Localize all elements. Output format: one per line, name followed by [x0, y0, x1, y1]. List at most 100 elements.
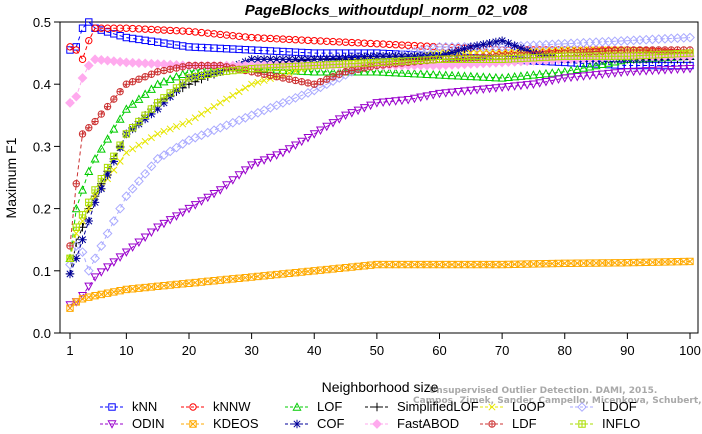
data-point-odin: [510, 82, 520, 91]
data-point-lof: [522, 70, 532, 80]
data-point-odin: [159, 219, 169, 229]
data-point-inflo: [222, 67, 231, 75]
data-point-loop: [191, 114, 199, 122]
data-point-cof: [522, 46, 532, 55]
data-point-kdeos: [247, 273, 256, 281]
data-point-cof: [378, 52, 388, 61]
data-point-knn: [85, 18, 93, 26]
data-point-lof: [428, 69, 438, 79]
data-point-ldof: [115, 203, 126, 214]
legend-item-ldf: LDF: [480, 416, 537, 431]
data-point-odin: [384, 97, 394, 107]
data-point-ldf: [260, 70, 268, 78]
data-point-odin: [215, 186, 225, 195]
legend-item-fastabod: FastABOD: [365, 416, 459, 431]
data-point-kdeos: [191, 278, 199, 287]
data-point-lof: [322, 67, 332, 76]
series-line-loop: [69, 49, 691, 259]
data-point-kdeos: [573, 259, 581, 267]
legend-marker: [292, 419, 302, 429]
data-point-inflo: [229, 66, 237, 75]
data-point-lof: [447, 70, 457, 80]
data-point-loop: [285, 69, 293, 77]
data-point-odin: [466, 86, 476, 96]
data-point-lof: [103, 134, 113, 143]
data-point-ldf: [110, 95, 118, 103]
data-point-odin: [290, 141, 300, 150]
data-point-odin: [472, 86, 482, 95]
data-point-kdeos: [391, 260, 400, 269]
data-point-cof: [516, 43, 526, 53]
data-point-odin: [604, 69, 614, 79]
data-point-odin: [491, 84, 501, 93]
legend: kNN kNNW LOF SimplifiedLOF LoOP LDOF ODIN KDEOS…: [100, 399, 640, 431]
data-point-inflo: [179, 79, 187, 87]
data-point-cof: [454, 46, 463, 55]
data-point-odin: [128, 243, 138, 252]
data-point-cof: [65, 269, 75, 279]
data-point-ldf: [103, 102, 112, 111]
data-point-fastabod: [140, 58, 151, 69]
data-point-kdeos: [128, 285, 137, 293]
data-point-ldf: [291, 76, 300, 85]
data-point-kdeos: [241, 273, 250, 282]
data-point-odin: [228, 176, 238, 185]
data-point-lof: [391, 67, 401, 77]
x-tick-label: 10: [119, 343, 133, 358]
data-point-lof: [153, 79, 163, 88]
data-point-cof: [447, 48, 457, 57]
data-point-odin: [347, 109, 357, 118]
data-point-inflo: [135, 117, 143, 126]
legend-item-kdeos: KDEOS: [181, 416, 259, 431]
data-point-cof: [297, 55, 306, 64]
data-point-cof: [109, 157, 119, 166]
legend-label: INFLO: [602, 416, 640, 431]
data-point-lof: [121, 104, 131, 113]
data-point-ldof: [685, 32, 695, 43]
data-point-odin: [328, 119, 338, 128]
data-point-kdeos: [254, 272, 262, 281]
data-point-ldf: [197, 61, 206, 70]
data-point-knn: [78, 24, 87, 32]
data-point-kdeos: [329, 265, 337, 273]
data-point-cof: [147, 109, 156, 119]
series-layer: [65, 18, 695, 312]
data-point-odin: [679, 65, 689, 74]
data-point-cof: [316, 54, 325, 64]
legend-label: COF: [317, 416, 345, 431]
data-point-loop: [110, 166, 118, 174]
data-point-loop: [172, 122, 181, 131]
data-point-lof: [416, 69, 426, 78]
data-point-ldf: [72, 180, 80, 188]
data-point-kdeos: [216, 276, 225, 284]
data-point-loop: [141, 137, 149, 145]
data-point-loop: [197, 110, 206, 118]
data-point-kdeos: [316, 266, 325, 274]
data-point-lof: [547, 68, 557, 77]
data-point-kdeos: [686, 257, 694, 266]
data-point-fastabod: [115, 56, 126, 67]
data-point-inflo: [110, 152, 118, 161]
data-point-fastabod: [102, 55, 113, 66]
data-point-loop: [248, 80, 256, 88]
data-point-kdeos: [110, 288, 118, 296]
data-point-lof: [378, 67, 388, 76]
data-point-loop: [260, 76, 268, 85]
data-point-inflo: [172, 84, 181, 92]
x-tick-label: 50: [370, 343, 384, 358]
data-point-loop: [147, 134, 155, 142]
data-point-loop: [204, 106, 212, 114]
data-point-kdeos: [135, 284, 143, 292]
data-point-kdeos: [147, 283, 156, 291]
data-point-odin: [178, 208, 188, 218]
data-point-lof: [146, 84, 156, 93]
data-point-cof: [397, 52, 407, 61]
legend-marker: [578, 420, 586, 428]
data-point-cof: [266, 55, 275, 64]
data-point-kdeos: [291, 268, 300, 277]
data-point-lof: [541, 68, 551, 78]
data-point-odin: [190, 201, 200, 210]
data-point-loop: [166, 125, 174, 133]
legend-item-cof: COF: [285, 416, 345, 431]
data-point-loop: [78, 217, 87, 225]
